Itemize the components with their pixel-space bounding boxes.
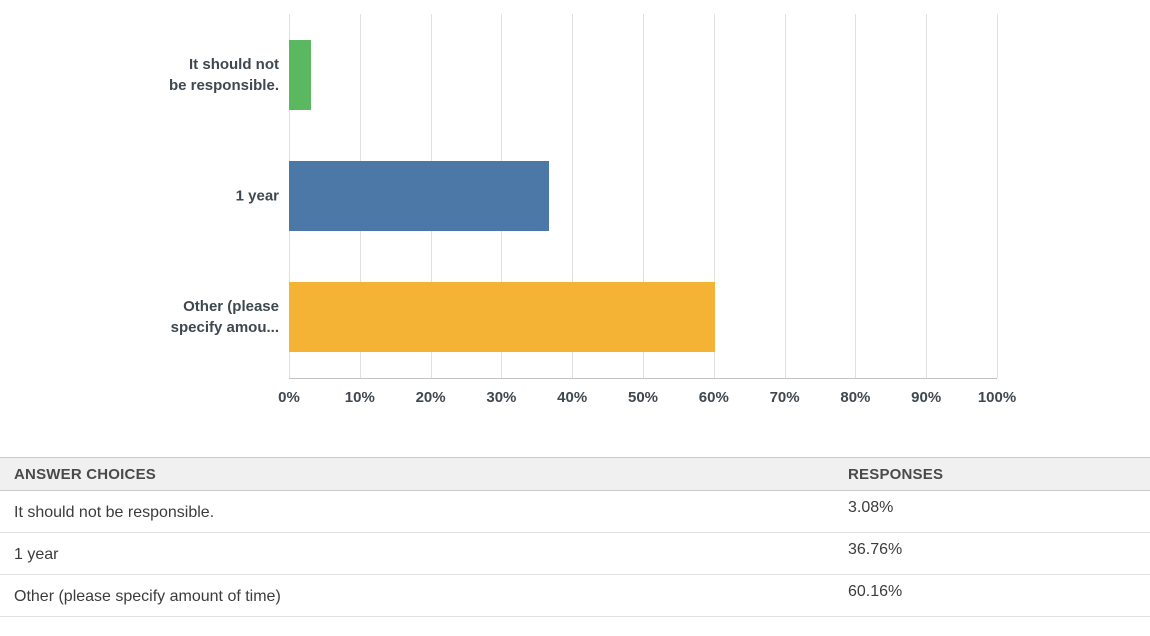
table-row: Other (please specify amount of time) 60.… xyxy=(0,575,1150,617)
bar-band: 1 year xyxy=(236,135,997,256)
horizontal-bar-chart: It should not be responsible. 1 year Other… xyxy=(0,14,1150,413)
x-tick-label: 20% xyxy=(415,389,446,406)
table-body: It should not be responsible. 3.08% 1 year… xyxy=(0,491,1150,617)
table-header-row: ANSWER CHOICES RESPONSES xyxy=(0,457,1150,491)
survey-results-page: It should not be responsible. 1 year Other… xyxy=(0,14,1150,636)
x-tick-label: 60% xyxy=(698,389,729,406)
x-tick-label: 100% xyxy=(977,389,1017,406)
x-tick-label: 70% xyxy=(769,389,800,406)
category-label: It should not be responsible. xyxy=(168,55,279,94)
responses-header: RESPONSES xyxy=(848,465,944,483)
x-tick-label: 0% xyxy=(278,389,300,406)
x-tick-label: 40% xyxy=(557,389,588,406)
table-row: It should not be responsible. 3.08% xyxy=(0,491,1150,533)
x-tick-label: 80% xyxy=(840,389,871,406)
gridline xyxy=(997,14,998,378)
gridline xyxy=(572,14,574,378)
results-table: ANSWER CHOICES RESPONSES It should not b… xyxy=(0,457,1150,617)
gridline xyxy=(784,14,786,378)
gridline xyxy=(926,14,928,378)
bar[interactable] xyxy=(289,39,311,110)
category-label: Other (please specify amou... xyxy=(170,298,279,337)
gridline xyxy=(643,14,644,378)
answer-choice-cell: It should not be responsible. xyxy=(14,504,215,521)
answer-choice-cell: 1 year xyxy=(14,546,59,563)
bar-band: Other (please specify amou... xyxy=(171,257,997,378)
x-tick-label: 30% xyxy=(486,389,517,406)
gridline xyxy=(713,14,715,378)
bar[interactable] xyxy=(289,282,715,353)
chart-plot-area: It should not be responsible. 1 year Other… xyxy=(169,14,998,379)
table-row: 1 year 36.76% xyxy=(0,533,1150,575)
bar[interactable] xyxy=(289,160,550,231)
gridline xyxy=(855,14,857,378)
x-axis: 0% 10% 20% 30% 40% 50% 60% 70% 80% 90% 100% xyxy=(278,379,1016,413)
x-tick-label: 90% xyxy=(911,389,942,406)
x-tick-label: 50% xyxy=(627,389,659,406)
response-cell: 3.08% xyxy=(848,499,894,516)
bar-band: It should not be responsible. xyxy=(169,14,997,135)
x-tick-label: 10% xyxy=(344,389,375,406)
response-cell: 60.16% xyxy=(848,583,903,600)
category-label: 1 year xyxy=(235,187,279,205)
answer-choice-cell: Other (please specify amount of time) xyxy=(14,588,281,605)
answer-choices-header: ANSWER CHOICES xyxy=(14,465,156,483)
response-cell: 36.76% xyxy=(848,541,903,558)
